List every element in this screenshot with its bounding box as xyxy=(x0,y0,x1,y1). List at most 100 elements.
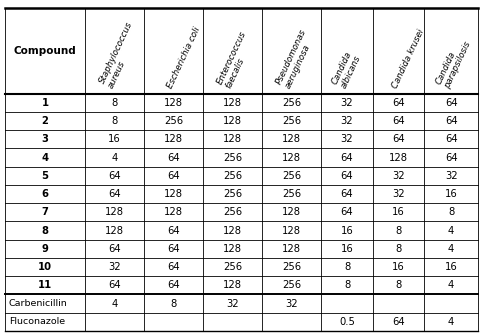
Text: 256: 256 xyxy=(223,153,242,163)
Text: 128: 128 xyxy=(282,134,301,144)
Text: Enterococcus
faecalis: Enterococcus faecalis xyxy=(216,29,257,90)
Text: 16: 16 xyxy=(341,244,354,254)
Text: 8: 8 xyxy=(111,98,117,108)
Text: 256: 256 xyxy=(223,171,242,181)
Text: 32: 32 xyxy=(341,116,354,126)
Text: 128: 128 xyxy=(105,225,124,236)
Text: 64: 64 xyxy=(341,189,354,199)
Text: 256: 256 xyxy=(282,189,301,199)
Text: 32: 32 xyxy=(392,189,405,199)
Text: 128: 128 xyxy=(164,207,183,217)
Text: 16: 16 xyxy=(341,225,354,236)
Text: 256: 256 xyxy=(282,262,301,272)
Text: 32: 32 xyxy=(341,98,354,108)
Text: 64: 64 xyxy=(167,262,180,272)
Text: 4: 4 xyxy=(448,317,454,327)
Text: 2: 2 xyxy=(42,116,48,126)
Text: 128: 128 xyxy=(223,244,242,254)
Text: 64: 64 xyxy=(341,171,354,181)
Text: 64: 64 xyxy=(341,207,354,217)
Text: 256: 256 xyxy=(282,116,301,126)
Text: 64: 64 xyxy=(167,244,180,254)
Text: 64: 64 xyxy=(392,98,405,108)
Text: 16: 16 xyxy=(445,262,457,272)
Text: 9: 9 xyxy=(42,244,48,254)
Text: 64: 64 xyxy=(392,116,405,126)
Text: 4: 4 xyxy=(111,153,117,163)
Text: 16: 16 xyxy=(108,134,121,144)
Text: 32: 32 xyxy=(392,171,405,181)
Text: 128: 128 xyxy=(223,134,242,144)
Text: 128: 128 xyxy=(223,116,242,126)
Text: 64: 64 xyxy=(167,153,180,163)
Text: 64: 64 xyxy=(108,244,121,254)
Text: 0.5: 0.5 xyxy=(339,317,355,327)
Text: 256: 256 xyxy=(282,98,301,108)
Text: 8: 8 xyxy=(396,225,401,236)
Text: 128: 128 xyxy=(282,244,301,254)
Text: 128: 128 xyxy=(164,134,183,144)
Text: 64: 64 xyxy=(108,280,121,290)
Text: Staphylococcus
aureus: Staphylococcus aureus xyxy=(98,20,143,90)
Text: 128: 128 xyxy=(223,98,242,108)
Text: 8: 8 xyxy=(344,280,350,290)
Text: 128: 128 xyxy=(282,225,301,236)
Text: 16: 16 xyxy=(392,262,405,272)
Text: 256: 256 xyxy=(282,171,301,181)
Text: 8: 8 xyxy=(42,225,48,236)
Text: 16: 16 xyxy=(392,207,405,217)
Text: Pseudomonas
aeruginosa: Pseudomonas aeruginosa xyxy=(275,27,317,90)
Text: 4: 4 xyxy=(42,153,48,163)
Text: 10: 10 xyxy=(38,262,52,272)
Text: Escherichia coli: Escherichia coli xyxy=(165,25,202,90)
Text: 4: 4 xyxy=(448,225,454,236)
Text: 64: 64 xyxy=(392,317,405,327)
Text: 1: 1 xyxy=(42,98,48,108)
Text: 8: 8 xyxy=(170,299,177,308)
Text: 128: 128 xyxy=(223,225,242,236)
Text: 64: 64 xyxy=(445,116,457,126)
Text: 128: 128 xyxy=(282,207,301,217)
Text: 8: 8 xyxy=(448,207,454,217)
Text: 64: 64 xyxy=(341,153,354,163)
Text: 256: 256 xyxy=(223,262,242,272)
Text: 8: 8 xyxy=(396,244,401,254)
Text: 6: 6 xyxy=(42,189,48,199)
Text: Compound: Compound xyxy=(14,46,76,56)
Text: Candida
parapsilosis: Candida parapsilosis xyxy=(434,36,472,90)
Text: 128: 128 xyxy=(164,189,183,199)
Text: 64: 64 xyxy=(108,189,121,199)
Text: 256: 256 xyxy=(164,116,183,126)
Text: Candida
albicans: Candida albicans xyxy=(330,49,362,90)
Text: 16: 16 xyxy=(445,189,457,199)
Text: 11: 11 xyxy=(38,280,52,290)
Text: 8: 8 xyxy=(396,280,401,290)
Text: 64: 64 xyxy=(392,134,405,144)
Text: 32: 32 xyxy=(445,171,457,181)
Text: 4: 4 xyxy=(448,280,454,290)
Text: 32: 32 xyxy=(108,262,121,272)
Text: Candida krusei: Candida krusei xyxy=(390,28,426,90)
Text: 3: 3 xyxy=(42,134,48,144)
Text: 5: 5 xyxy=(42,171,48,181)
Text: 128: 128 xyxy=(282,153,301,163)
Text: 256: 256 xyxy=(282,280,301,290)
Text: Fluconazole: Fluconazole xyxy=(9,318,65,326)
Text: 32: 32 xyxy=(227,299,239,308)
Text: Carbenicillin: Carbenicillin xyxy=(9,299,68,308)
Text: 7: 7 xyxy=(42,207,48,217)
Text: 128: 128 xyxy=(105,207,124,217)
Text: 128: 128 xyxy=(223,280,242,290)
Text: 256: 256 xyxy=(223,189,242,199)
Text: 64: 64 xyxy=(445,134,457,144)
Text: 128: 128 xyxy=(389,153,408,163)
Text: 128: 128 xyxy=(164,98,183,108)
Text: 256: 256 xyxy=(223,207,242,217)
Text: 64: 64 xyxy=(167,225,180,236)
Text: 4: 4 xyxy=(448,244,454,254)
Text: 32: 32 xyxy=(341,134,354,144)
Text: 64: 64 xyxy=(167,280,180,290)
Text: 64: 64 xyxy=(167,171,180,181)
Text: 64: 64 xyxy=(445,98,457,108)
Text: 64: 64 xyxy=(108,171,121,181)
